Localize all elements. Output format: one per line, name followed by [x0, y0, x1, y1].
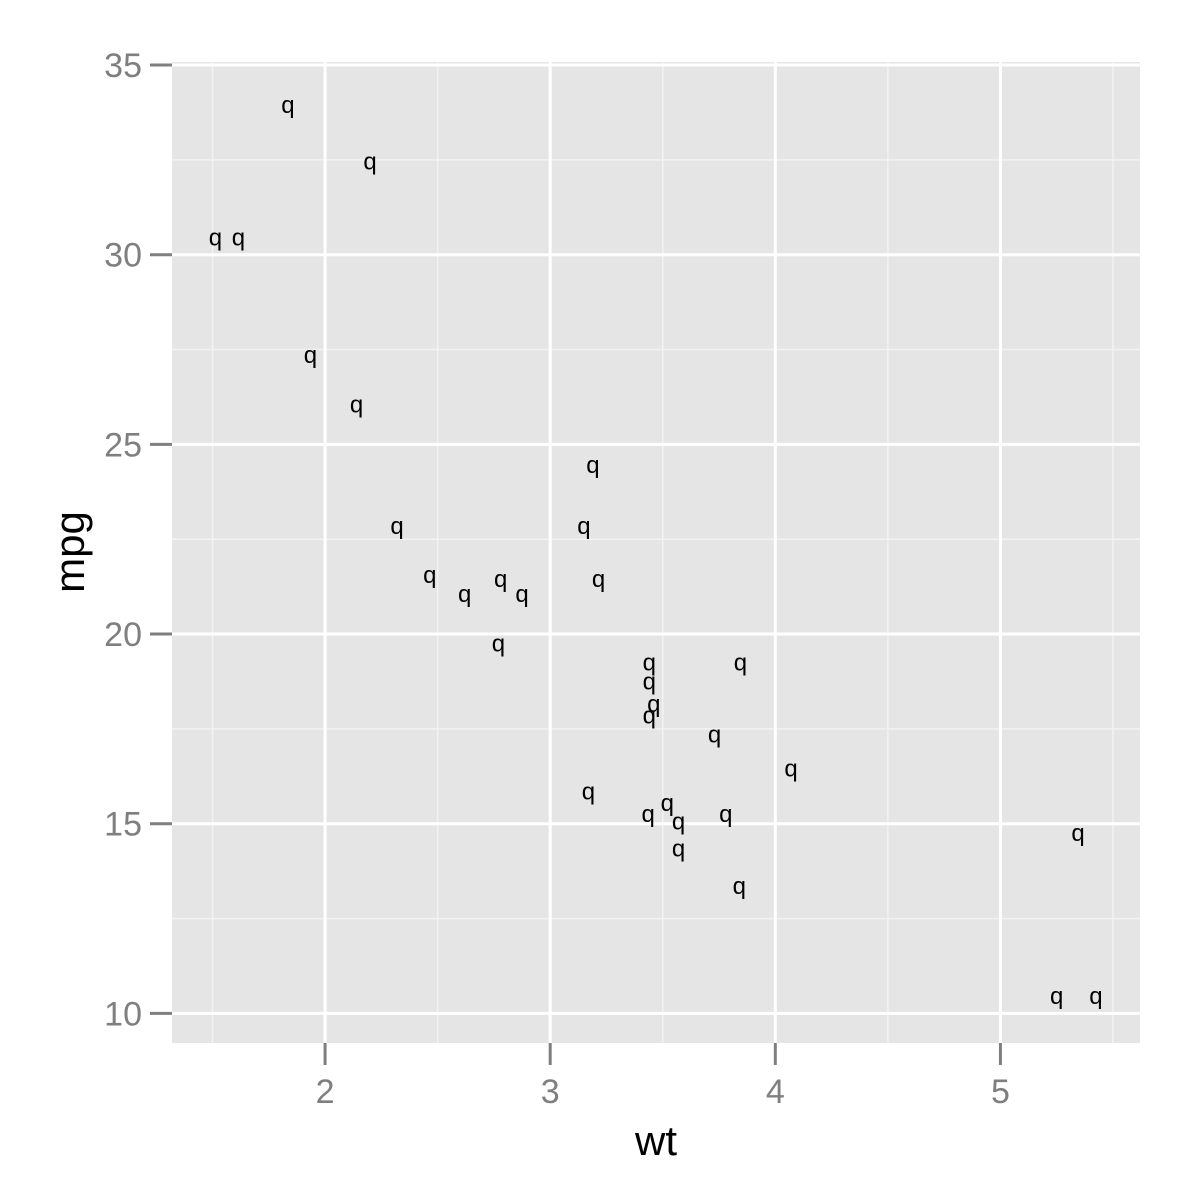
data-point: q — [1071, 820, 1084, 847]
data-point: q — [734, 649, 747, 676]
x-tick-label: 5 — [991, 1073, 1010, 1111]
data-point: q — [672, 835, 685, 862]
data-point: q — [492, 630, 505, 657]
data-point: q — [494, 566, 507, 593]
plot-panel — [172, 62, 1140, 1043]
data-point: q — [708, 721, 721, 748]
y-tick-label: 15 — [104, 806, 142, 844]
data-point: q — [1050, 983, 1063, 1010]
data-point: q — [515, 581, 528, 608]
data-point: q — [592, 566, 605, 593]
y-tick-label: 35 — [104, 47, 142, 85]
data-point: q — [784, 756, 797, 783]
data-point: q — [458, 581, 471, 608]
data-point: q — [582, 778, 595, 805]
major-grid-lines — [172, 62, 1140, 1043]
data-point: q — [586, 452, 599, 479]
y-tick-label: 20 — [104, 616, 142, 654]
data-point: q — [304, 342, 317, 369]
data-point: q — [672, 809, 685, 836]
x-tick-label: 2 — [316, 1073, 335, 1111]
data-point: q — [577, 513, 590, 540]
data-point: q — [719, 801, 732, 828]
data-point: q — [1089, 983, 1102, 1010]
data-point: q — [390, 513, 403, 540]
data-point: q — [209, 225, 222, 252]
y-tick-label: 30 — [104, 237, 142, 275]
data-point: q — [641, 801, 654, 828]
data-point: q — [423, 562, 436, 589]
y-tick-label: 10 — [104, 995, 142, 1033]
data-point: q — [232, 225, 245, 252]
data-point: q — [647, 691, 660, 718]
data-point: q — [661, 790, 674, 817]
y-tick-label: 25 — [104, 426, 142, 464]
y-axis: 10 15 20 25 30 35 — [104, 47, 172, 1033]
y-axis-title: mpg — [46, 511, 93, 593]
data-point: q — [733, 873, 746, 900]
x-axis-title: wt — [634, 1117, 677, 1164]
data-point: q — [281, 92, 294, 119]
x-tick-label: 3 — [541, 1073, 560, 1111]
data-point: q — [350, 391, 363, 418]
data-point: q — [643, 668, 656, 695]
data-point: q — [363, 149, 376, 176]
data-point: q — [643, 703, 656, 730]
x-tick-label: 4 — [766, 1073, 785, 1111]
x-axis: 2 3 4 5 — [316, 1043, 1010, 1111]
data-point: q — [643, 649, 656, 676]
minor-grid-lines — [172, 62, 1140, 1043]
